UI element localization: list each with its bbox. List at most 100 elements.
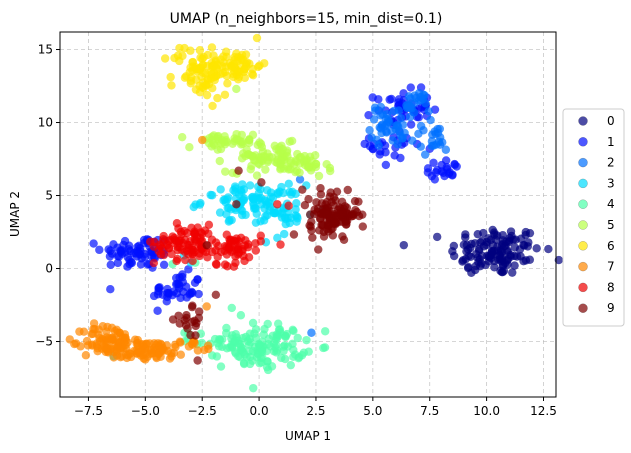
point-class-8: [251, 246, 260, 255]
chart-title: UMAP (n_neighbors=15, min_dist=0.1): [170, 11, 443, 27]
point-class-7: [138, 340, 148, 349]
point-class-1: [396, 153, 405, 163]
point-class-4: [258, 353, 267, 362]
legend-marker-5: [578, 220, 588, 230]
point-class-6: [202, 90, 212, 100]
point-class-7: [202, 302, 211, 311]
legend-marker-1: [578, 137, 588, 147]
point-class-7: [87, 329, 96, 339]
point-class-6: [166, 72, 175, 82]
point-class-9: [341, 220, 351, 229]
point-class-4: [282, 329, 292, 339]
point-class-0: [432, 232, 442, 242]
legend-label-2: 2: [607, 156, 615, 170]
point-class-0: [490, 256, 499, 266]
point-class-1: [430, 105, 440, 114]
point-class-0: [506, 252, 515, 261]
point-class-1: [113, 258, 123, 268]
point-class-3: [281, 219, 290, 229]
point-class-4: [249, 383, 258, 393]
point-class-8: [220, 260, 230, 269]
point-class-8: [284, 201, 293, 210]
point-class-9: [354, 211, 364, 221]
legend-marker-8: [578, 282, 588, 293]
point-class-7: [113, 328, 123, 338]
point-class-0: [470, 239, 480, 248]
point-class-6: [248, 64, 257, 74]
point-class-7: [140, 349, 150, 358]
point-class-4: [304, 347, 313, 356]
point-class-0: [461, 230, 470, 239]
point-class-2: [393, 140, 402, 149]
point-class-2: [371, 106, 380, 115]
point-class-5: [253, 140, 262, 150]
point-class-8: [276, 240, 285, 249]
point-class-4: [266, 342, 275, 351]
point-class-2: [427, 137, 437, 146]
point-class-4: [244, 347, 254, 356]
point-class-5: [215, 156, 224, 166]
point-class-9: [193, 356, 202, 365]
legend-label-3: 3: [607, 176, 615, 190]
point-class-2: [396, 131, 406, 140]
point-class-0: [525, 255, 535, 264]
x-tick-label: −5.0: [131, 404, 160, 418]
point-class-4: [320, 327, 330, 336]
point-class-1: [113, 251, 122, 261]
x-axis-label: UMAP 1: [285, 429, 331, 443]
point-class-9: [186, 330, 195, 340]
point-class-3: [230, 182, 240, 191]
point-class-7: [125, 349, 134, 358]
legend-marker-0: [578, 116, 588, 126]
point-class-4: [241, 332, 251, 342]
point-class-7: [158, 343, 167, 353]
point-class-8: [244, 253, 254, 262]
point-class-9: [358, 222, 368, 231]
point-class-0: [399, 240, 409, 250]
point-class-9: [232, 200, 241, 209]
point-class-1: [155, 283, 164, 292]
point-class-1: [159, 260, 169, 269]
point-class-5: [185, 142, 194, 152]
point-class-0: [510, 261, 519, 270]
point-class-4: [289, 345, 298, 355]
point-class-2: [307, 328, 316, 337]
point-class-4: [216, 362, 226, 371]
point-class-1: [120, 236, 130, 246]
point-class-8: [188, 256, 197, 266]
point-class-6: [211, 56, 221, 65]
point-class-9: [183, 324, 192, 333]
point-class-2: [394, 106, 403, 115]
point-class-6: [203, 50, 212, 60]
point-class-0: [523, 242, 532, 251]
point-class-1: [105, 252, 115, 261]
point-class-0: [464, 251, 473, 261]
x-tick-label: −2.5: [188, 404, 217, 418]
point-class-5: [283, 152, 292, 161]
point-class-1: [450, 160, 459, 170]
legend-marker-2: [578, 157, 588, 168]
point-class-7: [130, 335, 140, 344]
point-class-6: [167, 81, 176, 90]
point-class-9: [202, 240, 211, 250]
legend-label-7: 7: [607, 260, 615, 274]
point-class-8: [149, 258, 159, 268]
point-class-7: [76, 342, 85, 351]
point-class-5: [286, 165, 295, 174]
y-tick-label: 10: [38, 116, 53, 130]
point-class-5: [178, 132, 187, 142]
axis-ticks: −7.5 −5.0 −2.5 0.0 2.5 5.0 7.5 10.0 12.5 −5 0 5 10 15: [35, 43, 557, 418]
point-class-5: [221, 167, 230, 176]
point-class-3: [251, 204, 260, 213]
legend-label-6: 6: [607, 239, 615, 253]
point-class-6: [240, 65, 249, 74]
point-class-3: [254, 188, 263, 198]
point-class-9: [350, 196, 360, 206]
point-class-7: [94, 330, 103, 340]
legend: 0 1 2 3 4 5 6 7 8 9: [562, 108, 625, 327]
point-class-5: [209, 131, 219, 140]
point-class-1: [385, 95, 394, 104]
series-5: [178, 84, 335, 181]
point-class-2: [378, 110, 387, 119]
point-class-6: [180, 73, 190, 82]
